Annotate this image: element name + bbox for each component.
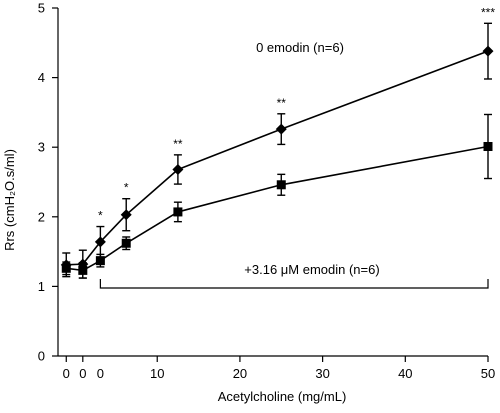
y-axis-label: Rrs (cmH₂O.s/ml) xyxy=(2,149,17,251)
y-tick-label: 5 xyxy=(38,1,45,16)
data-point-square xyxy=(276,180,286,190)
x-tick-label: 0 xyxy=(97,366,104,381)
x-tick-label: 40 xyxy=(398,366,412,381)
series-segment xyxy=(82,241,102,265)
x-tick-label: 50 xyxy=(481,366,495,381)
y-tick-label: 1 xyxy=(38,279,45,294)
series-label-emodin-0: 0 emodin (n=6) xyxy=(256,40,344,55)
series-segment xyxy=(281,145,489,186)
data-point-diamond xyxy=(172,163,184,175)
series-segment xyxy=(177,184,282,213)
series-segment xyxy=(280,50,489,130)
significance-annotation: ** xyxy=(173,137,183,151)
significance-annotation: *** xyxy=(481,5,495,19)
series-emodin-3-16 xyxy=(61,113,493,279)
data-point-square xyxy=(121,238,131,248)
series-label-emodin-3-16: +3.16 μM emodin (n=6) xyxy=(244,262,379,277)
y-tick-label: 4 xyxy=(38,70,45,85)
x-tick-label: 20 xyxy=(233,366,247,381)
data-point-diamond xyxy=(275,123,287,135)
x-tick-label: 0 xyxy=(79,366,86,381)
data-point-square xyxy=(61,263,71,273)
data-point-diamond xyxy=(120,209,132,221)
series-segment xyxy=(99,214,127,243)
data-point-diamond xyxy=(94,236,106,248)
data-point-square xyxy=(173,207,183,217)
significance-annotation: * xyxy=(98,209,103,223)
y-tick-label: 2 xyxy=(38,209,45,224)
significance-annotation: ** xyxy=(277,96,287,110)
x-axis-label: Acetylcholine (mg/mL) xyxy=(218,389,347,404)
x-tick-label: 10 xyxy=(150,366,164,381)
data-point-square xyxy=(95,256,105,266)
series-segment xyxy=(125,168,179,216)
series-labels: 0 emodin (n=6) +3.16 μM emodin (n=6) xyxy=(244,40,379,277)
significance-annotation: * xyxy=(124,181,129,195)
treatment-bracket xyxy=(99,279,489,289)
series-segment xyxy=(125,211,179,244)
data-point-diamond xyxy=(482,45,494,57)
y-tick-label: 3 xyxy=(38,140,45,155)
axes xyxy=(52,7,489,362)
x-tick-label: 0 xyxy=(63,366,70,381)
x-tick-label: 30 xyxy=(315,366,329,381)
data-point-square xyxy=(483,142,493,152)
series-segment xyxy=(177,128,282,171)
y-tick-label: 0 xyxy=(38,349,45,364)
series-layer: ********* xyxy=(60,5,495,279)
data-point-square xyxy=(78,265,88,275)
